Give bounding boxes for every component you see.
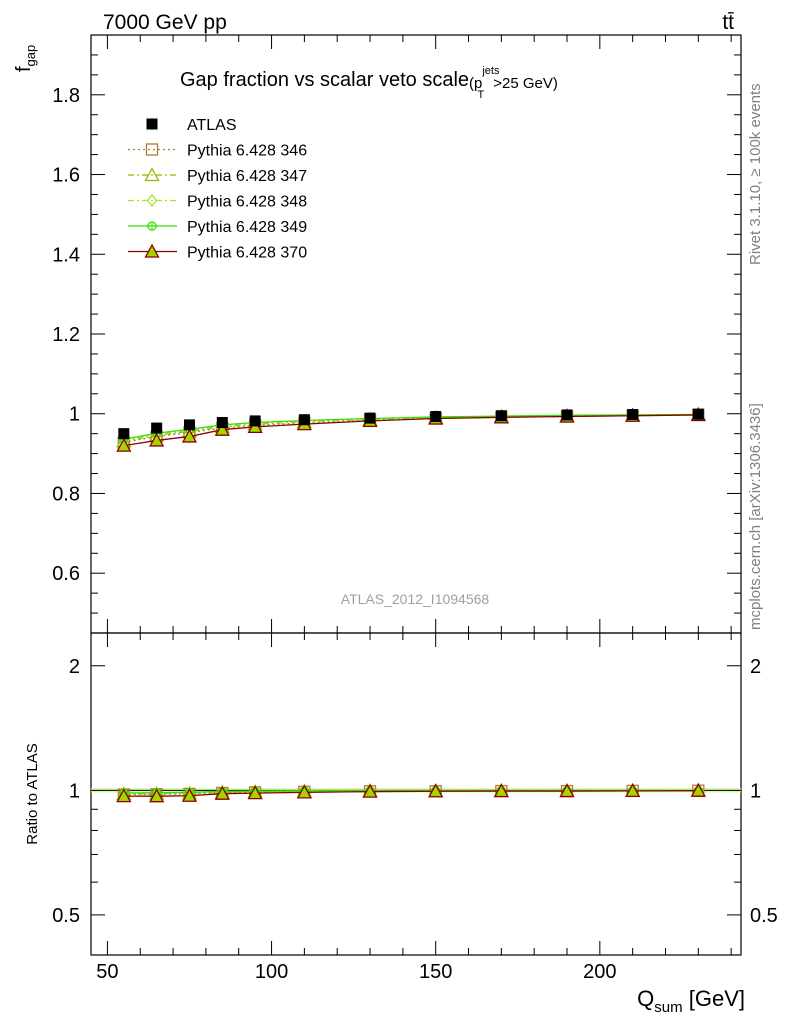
ratio-tick-label-right: 2 xyxy=(750,656,761,678)
x-tick-label: 100 xyxy=(255,961,288,983)
y-tick-label: 1.2 xyxy=(52,324,80,346)
legend-label: ATLAS xyxy=(187,117,237,134)
ratio-point xyxy=(559,783,575,798)
energy-label: 7000 GeV pp xyxy=(103,11,227,34)
ratio-point xyxy=(149,788,165,803)
legend-marker xyxy=(146,118,158,130)
series-line xyxy=(123,413,699,440)
ratio-point xyxy=(116,788,132,803)
title-cut-prefix: (p xyxy=(469,75,482,92)
y-tick-label: 1.4 xyxy=(52,244,80,266)
chart-title: Gap fraction vs scalar veto scale(pjets T… xyxy=(180,65,558,101)
ratio-tick-label-right: 1 xyxy=(750,780,761,802)
ratio-tick-label: 2 xyxy=(69,656,80,678)
title-cut-sub: T xyxy=(477,89,484,101)
ratio-point xyxy=(362,783,378,798)
ratio-tick-label: 0.5 xyxy=(52,905,80,927)
ratio-point xyxy=(247,785,263,800)
legend-marker xyxy=(145,143,159,156)
y-axis-label-main: f xyxy=(13,66,35,72)
legend-label: Pythia 6.428 346 xyxy=(187,143,307,160)
legend: ATLAS Pythia 6.428 346 Pythia 6.428 347 Pyt… xyxy=(128,117,307,262)
legend-entry: Pythia 6.428 349 xyxy=(128,219,307,236)
x-tick-label: 200 xyxy=(583,961,616,983)
data-point xyxy=(181,428,198,443)
ratio-point xyxy=(214,785,230,800)
data-point xyxy=(149,432,165,447)
x-axis-label-main: Q xyxy=(637,986,654,1011)
x-tick-label: 150 xyxy=(419,961,452,983)
rivet-label: Rivet 3.1.10, ≥ 100k events xyxy=(747,83,764,265)
legend-entry: Pythia 6.428 370 xyxy=(128,243,307,262)
x-axis-label-unit: [GeV] xyxy=(683,986,745,1011)
ratio-point xyxy=(181,787,198,802)
legend-entry: ATLAS xyxy=(146,117,237,134)
ratio-point xyxy=(493,783,509,798)
legend-marker xyxy=(147,221,157,231)
chart-title-main: Gap fraction vs scalar veto scale xyxy=(180,69,469,91)
x-axis-label-sub: sum xyxy=(654,999,682,1016)
data-point xyxy=(183,419,195,431)
ratio-point xyxy=(625,783,641,798)
x-axis-label: Qsum [GeV] xyxy=(637,986,745,1016)
ratio-series-line xyxy=(123,790,699,797)
ratio-point xyxy=(296,784,312,799)
data-point xyxy=(627,409,639,421)
data-point xyxy=(151,422,163,434)
data-point xyxy=(561,409,573,421)
data-point xyxy=(298,414,310,426)
data-point xyxy=(249,415,261,427)
legend-entry: Pythia 6.428 348 xyxy=(128,194,307,211)
analysis-watermark: ATLAS_2012_I1094568 xyxy=(341,591,490,607)
y-tick-label: 1 xyxy=(69,404,80,426)
ratio-point xyxy=(428,783,444,798)
title-cut-sup: jets xyxy=(481,65,500,77)
y-tick-label: 1.8 xyxy=(52,85,80,107)
data-point xyxy=(692,408,704,420)
data-point xyxy=(214,421,230,436)
series-line xyxy=(123,414,699,447)
y-axis-label-sub: gap xyxy=(23,45,38,67)
title-cut-suffix: >25 GeV) xyxy=(493,75,558,92)
y-tick-label: 0.8 xyxy=(52,483,80,505)
y-tick-label: 1.6 xyxy=(52,165,80,187)
ratio-tick-label: 1 xyxy=(69,780,80,802)
process-label: tt̄ xyxy=(722,11,734,34)
data-point xyxy=(430,411,442,423)
series-line xyxy=(123,413,699,442)
legend-marker xyxy=(146,193,158,208)
ratio-point xyxy=(690,782,706,797)
legend-entry: Pythia 6.428 347 xyxy=(128,167,307,185)
mcplots-label: mcplots.cern.ch [arXiv:1306.3436] xyxy=(747,403,764,630)
legend-label: Pythia 6.428 370 xyxy=(187,245,307,262)
ratio-panel-frame xyxy=(90,632,742,956)
y-tick-label: 0.6 xyxy=(52,563,80,585)
legend-label: Pythia 6.428 348 xyxy=(187,194,307,211)
ratio-tick-label-right: 0.5 xyxy=(750,905,778,927)
legend-entry: Pythia 6.428 346 xyxy=(128,143,307,160)
series-atlas xyxy=(118,408,704,440)
legend-marker xyxy=(144,243,160,258)
data-point xyxy=(364,412,376,424)
x-tick-label: 50 xyxy=(96,961,118,983)
data-point xyxy=(116,437,132,452)
data-point xyxy=(216,417,228,429)
legend-marker xyxy=(144,167,160,182)
legend-label: Pythia 6.428 349 xyxy=(187,219,307,236)
data-point xyxy=(495,410,507,422)
legend-label: Pythia 6.428 347 xyxy=(187,168,307,185)
ratio-axis-label: Ratio to ATLAS xyxy=(24,743,41,844)
data-point xyxy=(118,428,130,440)
y-axis-label: fgap xyxy=(13,45,38,72)
